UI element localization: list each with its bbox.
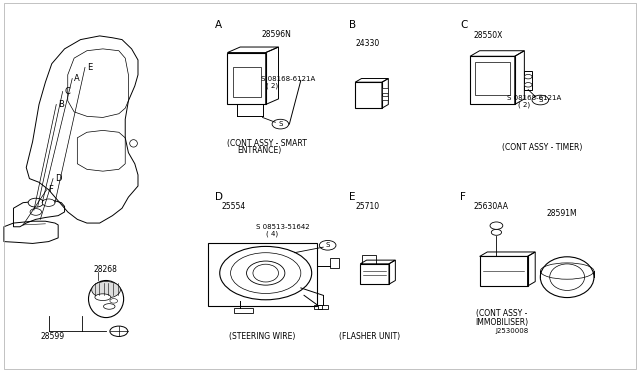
Ellipse shape (95, 294, 111, 301)
Text: A: A (214, 20, 221, 30)
Text: 25630AA: 25630AA (473, 202, 508, 211)
Text: F: F (461, 192, 467, 202)
Circle shape (110, 299, 118, 303)
Text: ( 2): ( 2) (266, 83, 278, 89)
Text: (CONT ASSY - SMART: (CONT ASSY - SMART (227, 139, 307, 148)
Text: ( 4): ( 4) (266, 231, 278, 237)
Text: 28550X: 28550X (473, 31, 502, 41)
Text: 28599: 28599 (41, 331, 65, 341)
Text: S: S (538, 97, 543, 103)
Ellipse shape (104, 304, 115, 309)
Text: D: D (55, 174, 61, 183)
Circle shape (42, 199, 55, 206)
Text: 25554: 25554 (221, 202, 245, 211)
Text: (STEERING WIRE): (STEERING WIRE) (229, 331, 296, 341)
Ellipse shape (92, 282, 120, 298)
Text: (FLASHER UNIT): (FLASHER UNIT) (339, 331, 401, 341)
Circle shape (30, 209, 42, 215)
Text: B: B (349, 20, 356, 30)
Ellipse shape (540, 257, 594, 298)
Text: IMMOBILISER): IMMOBILISER) (476, 318, 529, 327)
Circle shape (28, 198, 44, 207)
Text: C: C (461, 20, 468, 30)
Text: S 08513-51642: S 08513-51642 (256, 224, 310, 230)
Circle shape (319, 240, 336, 250)
Text: (CONT ASSY -: (CONT ASSY - (476, 310, 528, 318)
Text: E: E (349, 192, 355, 202)
Circle shape (524, 83, 532, 87)
Text: D: D (214, 192, 223, 202)
Text: 28596N: 28596N (261, 29, 291, 39)
Text: S 08168-6121A: S 08168-6121A (507, 95, 561, 101)
Circle shape (532, 95, 548, 105)
Ellipse shape (88, 280, 124, 318)
Text: 25710: 25710 (355, 202, 380, 211)
Ellipse shape (246, 261, 285, 285)
Text: (CONT ASSY - TIMER): (CONT ASSY - TIMER) (502, 142, 582, 151)
Text: E: E (87, 63, 92, 72)
Text: 24330: 24330 (355, 39, 380, 48)
Circle shape (492, 230, 502, 235)
Circle shape (272, 119, 289, 129)
Circle shape (524, 74, 532, 79)
Text: S: S (326, 242, 330, 248)
Circle shape (490, 222, 503, 230)
Bar (382, 88, 388, 93)
Text: F: F (49, 185, 54, 194)
Bar (382, 96, 388, 100)
Text: A: A (74, 74, 80, 83)
Text: S: S (278, 121, 283, 127)
Text: C: C (65, 87, 70, 96)
Circle shape (220, 246, 312, 300)
Text: ENTRANCE): ENTRANCE) (237, 146, 281, 155)
Text: B: B (58, 100, 64, 109)
Text: J2530008: J2530008 (495, 327, 528, 334)
Text: 28591M: 28591M (547, 209, 577, 218)
Circle shape (110, 326, 128, 336)
Text: S 08168-6121A: S 08168-6121A (261, 76, 316, 81)
Text: ( 2): ( 2) (518, 102, 530, 109)
Text: 28268: 28268 (93, 265, 117, 274)
